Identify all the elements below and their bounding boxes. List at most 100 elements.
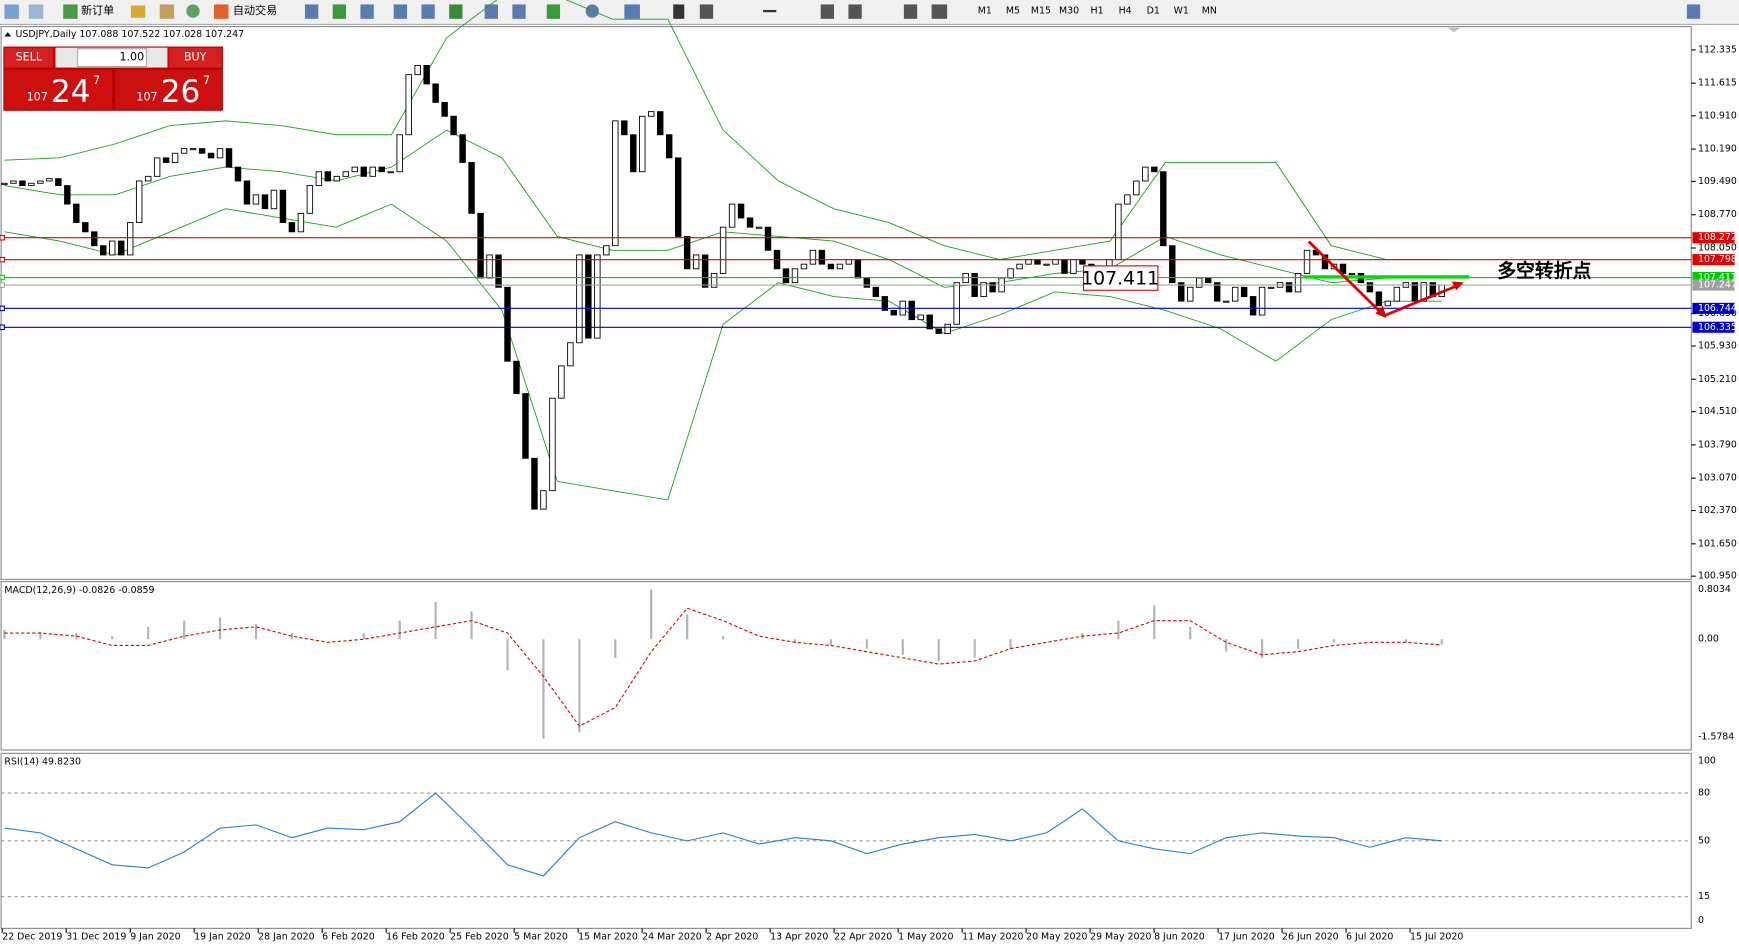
timeframe[interactable]: M5 <box>1006 6 1020 17</box>
candle-body <box>657 111 664 136</box>
timeframe[interactable]: M15 <box>1031 6 1051 17</box>
auto-trading-icon[interactable] <box>214 4 229 19</box>
candle-body <box>1204 277 1212 284</box>
candle-body <box>1393 286 1401 302</box>
y-tick-label: 108.770 <box>1698 209 1737 220</box>
timeframe[interactable]: D1 <box>1147 6 1160 17</box>
icon[interactable] <box>4 4 19 19</box>
lot-value[interactable]: 1.00 <box>119 51 144 64</box>
y-tick-label: -1.5784 <box>1698 732 1734 743</box>
candle-body <box>692 254 700 270</box>
candle-body <box>1420 282 1428 302</box>
level-tag <box>1692 254 1735 266</box>
icon[interactable] <box>304 4 319 19</box>
icon[interactable] <box>903 4 918 19</box>
candle-body <box>621 120 628 136</box>
icon[interactable] <box>699 4 714 19</box>
candle-body <box>288 222 296 233</box>
sell-label[interactable]: SELL <box>16 51 43 64</box>
y-tick-label: 104.510 <box>1698 406 1737 417</box>
candle-body <box>863 277 871 288</box>
icon[interactable] <box>820 4 835 19</box>
candle-body <box>1061 259 1068 274</box>
candle-body <box>603 245 610 256</box>
candle-body <box>459 134 466 163</box>
timeframe[interactable]: MN <box>1202 6 1217 17</box>
x-tick-label: 29 May 2020 <box>1090 932 1151 943</box>
candle-body <box>746 217 754 228</box>
candle-body <box>109 240 116 256</box>
candle-body <box>261 194 269 210</box>
candle-body <box>1160 171 1167 247</box>
search-icon[interactable] <box>1686 4 1701 19</box>
sell-button[interactable] <box>4 47 54 68</box>
timeframe[interactable]: M1 <box>978 6 992 17</box>
signal-line <box>4 607 1442 727</box>
ask-frac: 7 <box>203 74 210 87</box>
icon[interactable] <box>449 4 463 19</box>
icon[interactable] <box>624 4 640 19</box>
candle-body <box>630 134 637 173</box>
candle-body <box>198 148 206 154</box>
y-tick-label: 100 <box>1698 756 1716 767</box>
candle-body <box>171 152 179 163</box>
icon[interactable] <box>360 4 374 19</box>
timeframe[interactable]: M30 <box>1059 6 1079 17</box>
lot-field[interactable] <box>77 48 147 68</box>
candle-body <box>1070 259 1077 274</box>
icon[interactable] <box>673 4 685 19</box>
candle-body <box>91 231 98 247</box>
candle-body <box>890 309 898 316</box>
icon[interactable] <box>848 4 862 19</box>
auto-trading[interactable]: 自动交易 <box>233 3 277 17</box>
icon[interactable] <box>421 4 435 19</box>
level-label: 107.411 <box>1698 272 1737 283</box>
icon[interactable] <box>332 4 347 19</box>
candle-body <box>827 263 835 270</box>
candle-body <box>1285 282 1293 293</box>
icon[interactable] <box>159 4 175 19</box>
new-order[interactable]: 新订单 <box>81 3 114 17</box>
date-axis: 22 Dec 2019 31 Dec 2019 9 Jan 2020 19 Jan 2… <box>1 928 1463 943</box>
candle-body <box>737 203 745 219</box>
icon[interactable] <box>763 9 777 13</box>
candle-body <box>639 115 646 173</box>
bid-box[interactable] <box>4 69 113 110</box>
candle-body <box>495 254 502 288</box>
level-handle <box>0 324 5 331</box>
candle-body <box>396 134 403 173</box>
x-tick-label: 9 Jan 2020 <box>130 932 180 943</box>
toolbar <box>0 0 1739 25</box>
ask-box[interactable] <box>115 69 222 110</box>
timeframe[interactable]: H1 <box>1091 6 1104 17</box>
y-tick-label: 103.070 <box>1698 473 1737 484</box>
x-tick-label: 19 Jan 2020 <box>194 932 250 943</box>
icon[interactable] <box>931 4 948 19</box>
icon[interactable] <box>484 4 498 19</box>
icon[interactable] <box>130 5 146 18</box>
y-tick-label: 101.650 <box>1698 538 1737 549</box>
candle-body <box>1196 277 1203 288</box>
candle-body <box>791 268 799 284</box>
x-tick-label: 1 May 2020 <box>898 932 953 943</box>
buy-label[interactable]: BUY <box>184 51 207 64</box>
timeframe[interactable]: W1 <box>1174 6 1189 17</box>
new-order-icon[interactable] <box>63 4 78 19</box>
candle-body <box>1267 286 1275 289</box>
icon[interactable] <box>393 4 408 19</box>
candle-body <box>162 157 170 163</box>
icon[interactable] <box>546 4 561 19</box>
icon[interactable] <box>186 4 200 18</box>
timeframe[interactable]: H4 <box>1119 6 1132 17</box>
icon[interactable] <box>512 4 526 19</box>
x-tick-label: 25 Feb 2020 <box>450 932 509 943</box>
icon[interactable] <box>28 4 44 19</box>
level-tag <box>1692 321 1735 333</box>
candle-body <box>1366 282 1374 293</box>
candle-body <box>881 296 889 311</box>
candle-body <box>1294 272 1302 293</box>
candle-body <box>917 314 924 321</box>
candle-body <box>279 189 287 224</box>
buy-button[interactable] <box>168 47 222 68</box>
candle-body <box>360 166 367 177</box>
